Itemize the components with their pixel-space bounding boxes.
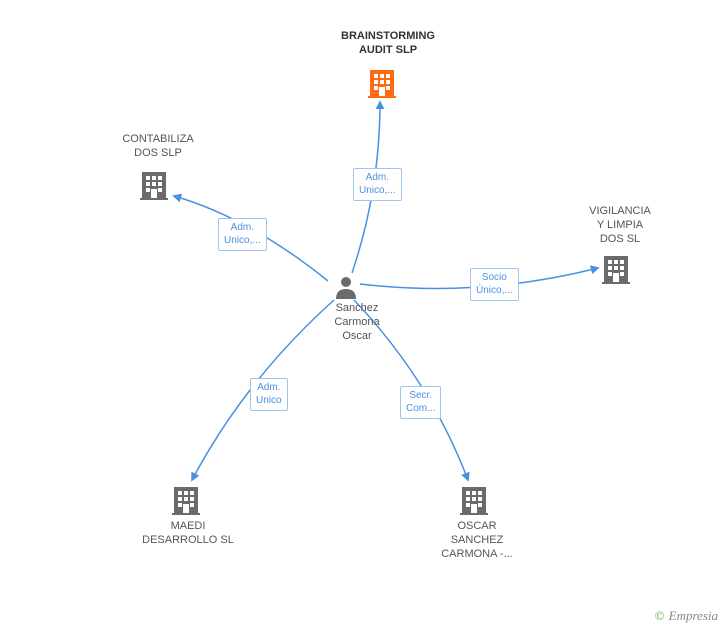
watermark: © Empresia (655, 608, 718, 624)
person-icon[interactable] (335, 275, 357, 304)
edge-label[interactable]: Adm. Unico,... (218, 218, 267, 251)
center-node-label[interactable]: Sanchez Carmona Oscar (327, 302, 387, 343)
building-icon[interactable] (602, 254, 630, 289)
copyright-symbol: © (655, 608, 665, 623)
building-icon[interactable] (140, 170, 168, 205)
edge-label[interactable]: Secr. Com... (400, 386, 441, 419)
edge-label[interactable]: Socio Único,... (470, 268, 519, 301)
watermark-text: Empresia (669, 608, 718, 623)
edge-label[interactable]: Adm. Unico (250, 378, 288, 411)
node-label[interactable]: CONTABILIZA DOS SLP (108, 133, 208, 161)
node-label[interactable]: MAEDI DESARROLLO SL (128, 520, 248, 548)
edge-label[interactable]: Adm. Unico,... (353, 168, 402, 201)
building-icon[interactable] (460, 485, 488, 520)
building-icon[interactable] (368, 68, 396, 103)
building-icon[interactable] (172, 485, 200, 520)
node-label[interactable]: VIGILANCIA Y LIMPIA DOS SL (570, 205, 670, 246)
node-label[interactable]: OSCAR SANCHEZ CARMONA -... (432, 520, 522, 561)
node-label[interactable]: BRAINSTORMING AUDIT SLP (323, 30, 453, 58)
